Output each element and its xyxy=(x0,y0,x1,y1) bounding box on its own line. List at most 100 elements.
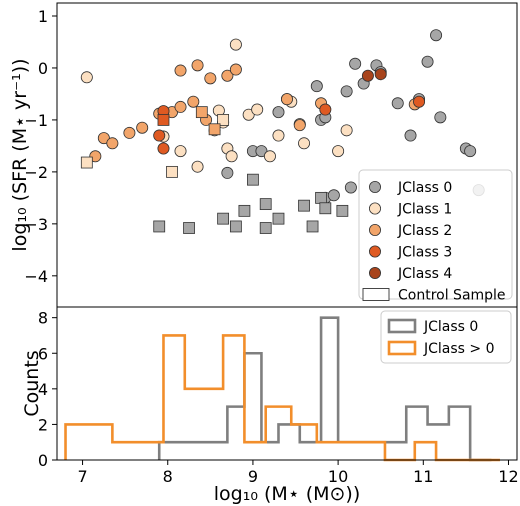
data-point-square xyxy=(80,156,93,169)
data-point-circle xyxy=(263,150,276,163)
data-point-circle xyxy=(221,166,234,179)
y-tick-label: 0 xyxy=(38,451,48,470)
y-tick-label: −2 xyxy=(24,163,48,182)
data-point-circle xyxy=(298,137,311,150)
legend-label: JClass 2 xyxy=(397,223,452,239)
histogram-frame xyxy=(56,306,518,461)
data-point-circle xyxy=(413,95,426,108)
data-point-circle xyxy=(391,97,404,110)
data-point-circle xyxy=(136,121,149,134)
data-point-circle xyxy=(293,119,306,132)
y-axis-label: Counts xyxy=(21,350,43,416)
data-point-circle xyxy=(374,68,387,81)
data-point-square xyxy=(315,191,327,204)
data-point-circle xyxy=(221,69,234,82)
data-point-circle xyxy=(272,129,285,142)
y-tick-label: 8 xyxy=(38,309,48,328)
data-point-circle xyxy=(464,145,477,158)
legend-label: JClass 4 xyxy=(397,266,452,282)
data-point-square xyxy=(259,222,272,234)
data-point-square xyxy=(238,204,251,217)
legend-marker xyxy=(387,318,417,334)
legend-marker xyxy=(387,340,417,356)
legend-label: JClass 0 xyxy=(397,180,452,196)
data-point-circle xyxy=(174,100,187,113)
data-point-square xyxy=(272,212,285,225)
data-point-square xyxy=(259,198,272,211)
legend-box xyxy=(358,169,513,300)
data-point-square xyxy=(229,220,242,233)
y-tick-label: 4 xyxy=(38,380,48,399)
data-point-circle xyxy=(157,142,170,155)
data-point-circle xyxy=(319,103,332,116)
data-point-circle xyxy=(204,72,217,85)
data-point-circle xyxy=(229,38,242,51)
legend-marker xyxy=(368,223,381,236)
legend-marker xyxy=(368,180,381,193)
data-point-circle xyxy=(404,129,417,142)
data-point-square xyxy=(217,114,230,126)
legend-label: Control Sample xyxy=(398,288,506,304)
x-tick-label: 9 xyxy=(248,467,258,486)
data-point-circle xyxy=(344,181,357,194)
legend-label: JClass 0 xyxy=(423,319,478,335)
data-point-square xyxy=(166,165,178,178)
data-point-circle xyxy=(340,85,353,98)
data-point-square xyxy=(217,212,230,225)
data-point-circle xyxy=(123,126,136,139)
x-tick-label: 7 xyxy=(77,467,87,486)
data-point-circle xyxy=(174,145,187,158)
data-point-circle xyxy=(174,64,187,77)
legend-marker-control xyxy=(362,288,390,301)
data-point-square xyxy=(336,204,349,217)
data-point-circle xyxy=(280,93,293,106)
data-point-square xyxy=(247,173,259,186)
data-point-circle xyxy=(430,29,443,42)
sfr-scatter-panel: 1 0 −1 −2 −3 −4 log₁₀ (SFR (M⋆ yr⁻¹)) JClass 0 J… xyxy=(9,2,518,308)
legend-label: JClass 3 xyxy=(397,245,452,261)
legend-label: JClass 1 xyxy=(397,202,452,218)
y-tick-label: −4 xyxy=(24,267,48,286)
y-tick-label: −1 xyxy=(24,111,48,130)
legend-label: JClass > 0 xyxy=(423,341,495,357)
data-point-circle xyxy=(421,55,434,68)
legend-marker xyxy=(368,202,381,215)
data-point-circle xyxy=(361,69,374,82)
data-point-circle xyxy=(80,71,93,84)
data-point-circle xyxy=(349,57,362,70)
y-axis-label: log₁₀ (SFR (M⋆ yr⁻¹)) xyxy=(9,58,31,251)
x-axis-label: log₁₀ (M⋆ (M⊙)) xyxy=(214,483,361,505)
data-point-circle xyxy=(272,106,285,119)
x-tick-label: 10 xyxy=(328,467,348,486)
data-point-circle xyxy=(310,80,323,93)
y-tick-label: 6 xyxy=(38,344,48,363)
data-point-circle xyxy=(340,124,353,137)
data-point-circle xyxy=(434,111,447,124)
y-tick-label: 0 xyxy=(38,59,48,78)
data-point-circle xyxy=(187,95,200,108)
y-tick-label: 1 xyxy=(38,7,48,26)
legend-marker xyxy=(368,245,381,258)
legend-marker xyxy=(368,266,381,279)
data-point-circle xyxy=(225,150,238,163)
data-point-square xyxy=(306,220,319,233)
data-point-circle xyxy=(191,59,204,72)
data-point-circle xyxy=(191,160,204,173)
data-point-circle xyxy=(332,145,345,158)
data-point-circle xyxy=(251,103,264,116)
data-point-square xyxy=(153,220,166,233)
data-point-circle xyxy=(153,129,166,142)
data-point-square xyxy=(183,222,195,234)
data-point-square xyxy=(195,106,208,119)
x-tick-label: 8 xyxy=(163,467,173,486)
data-point-square xyxy=(319,202,332,215)
legend-box xyxy=(380,310,512,364)
data-point-square xyxy=(208,123,221,136)
x-tick-label: 12 xyxy=(498,467,518,486)
data-point-circle xyxy=(106,137,119,150)
y-tick-label: 2 xyxy=(38,415,48,434)
data-point-square xyxy=(298,199,310,212)
data-point-circle xyxy=(327,189,340,202)
y-tick-label: −3 xyxy=(24,215,48,234)
